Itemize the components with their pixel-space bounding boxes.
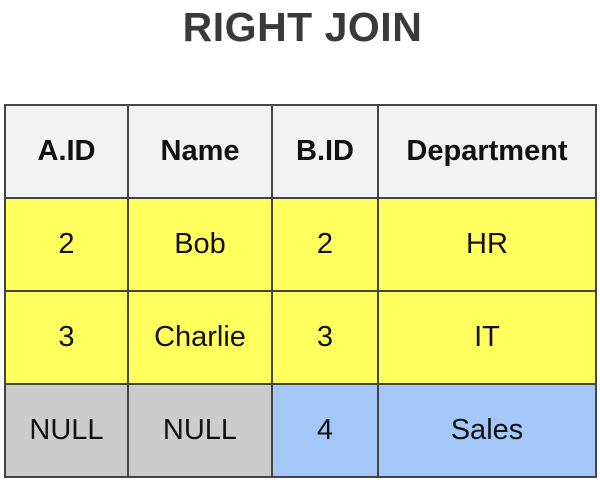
cell-department: Sales bbox=[377, 383, 597, 478]
cell-b-id: 3 bbox=[271, 290, 379, 385]
cell-a-id: NULL bbox=[4, 383, 129, 478]
cell-a-id: 3 bbox=[4, 290, 129, 385]
diagram-title: RIGHT JOIN bbox=[182, 4, 423, 50]
cell-name: Bob bbox=[127, 197, 273, 292]
cell-b-id: 2 bbox=[271, 197, 379, 292]
cell-name: NULL bbox=[127, 383, 273, 478]
join-result-table: A.ID Name B.ID Department 2 Bob 2 HR 3 C… bbox=[4, 104, 597, 478]
header-row: A.ID Name B.ID Department bbox=[4, 104, 597, 199]
cell-a-id: 2 bbox=[4, 197, 129, 292]
header-b-id: B.ID bbox=[271, 104, 379, 199]
cell-department: HR bbox=[377, 197, 597, 292]
header-a-id: A.ID bbox=[4, 104, 129, 199]
table-row: NULL NULL 4 Sales bbox=[4, 383, 597, 478]
header-name: Name bbox=[127, 104, 273, 199]
table-row: 3 Charlie 3 IT bbox=[4, 290, 597, 385]
cell-name: Charlie bbox=[127, 290, 273, 385]
table-row: 2 Bob 2 HR bbox=[4, 197, 597, 292]
cell-department: IT bbox=[377, 290, 597, 385]
cell-b-id: 4 bbox=[271, 383, 379, 478]
header-department: Department bbox=[377, 104, 597, 199]
